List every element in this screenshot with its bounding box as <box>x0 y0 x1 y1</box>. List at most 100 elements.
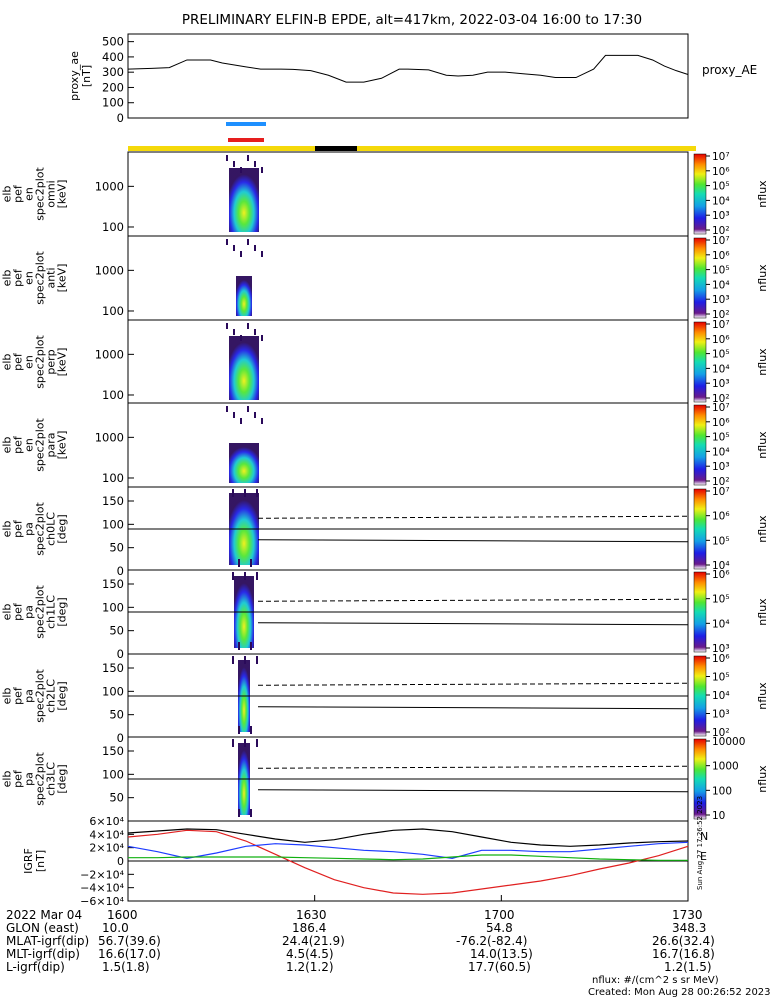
panel-ylabel-line: en <box>23 438 36 452</box>
colorbar-tick-label: 10⁷ <box>712 486 730 498</box>
colorbar-tick-label: 10³ <box>712 643 730 655</box>
footer-value: 17.7(60.5) <box>468 960 531 974</box>
sparse-pixel <box>247 406 249 412</box>
panel-ylabel-line: pa <box>23 605 36 619</box>
igrf-legend-n: N <box>700 830 708 843</box>
y-tick-label: 50 <box>109 541 124 555</box>
panel-ylabel-line: en <box>23 271 36 285</box>
sparse-pixel <box>256 656 258 664</box>
panel-frame <box>127 319 689 405</box>
spectrogram-blob <box>229 336 259 400</box>
colorbar-tick-label: 10⁷ <box>712 235 730 247</box>
footer-row-mlat: MLAT-igrf(dip) <box>6 934 89 948</box>
igrf-legend-e: E <box>700 850 707 863</box>
panel-ylabel-line: spec2plot <box>34 752 47 806</box>
panel-ylabel-line: pa <box>23 772 36 786</box>
footer-value: 56.7(39.6) <box>98 934 161 948</box>
igrf-tick-label: 2×10⁴ <box>89 842 124 855</box>
panel-ylabel-line: spec2plot <box>34 669 47 723</box>
sparse-pixel <box>244 656 246 664</box>
spectrogram-panels: 1001000elbpefenspec2plotomni[keV]10²10³1… <box>1 151 770 822</box>
sparse-pixel <box>261 251 263 257</box>
y-tick-label: 50 <box>109 708 124 722</box>
panel-ylabel-line: pef <box>12 435 25 454</box>
footer-value: 1730 <box>672 908 703 922</box>
colorbar-label: nflux <box>756 180 769 208</box>
panel-ylabel-line: pef <box>12 602 25 621</box>
panel-ylabel-line: elb <box>1 270 14 287</box>
panel-ylabel-line: elb <box>1 354 14 371</box>
sparse-pixel <box>233 329 235 335</box>
colorbar-label: nflux <box>756 431 769 459</box>
footer-label: MLAT-igrf(dip) <box>6 934 90 948</box>
colorbar-tick-label: 10⁶ <box>712 250 730 262</box>
panel-ylabel-line: spec2plot <box>34 335 47 389</box>
footer-value: 16.7(16.8) <box>652 947 715 961</box>
sparse-pixel <box>238 726 240 734</box>
footer-row-glon: GLON (east) <box>6 921 79 935</box>
spectrogram-blob <box>229 168 259 232</box>
panel-ylabel-line: en <box>23 355 36 369</box>
panel-ylabel-line: spec2plot <box>34 418 47 472</box>
colorbar-tick-label: 10⁶ <box>712 166 730 178</box>
colorbar-tick-label: 10⁴ <box>712 618 730 630</box>
y-tick-label: 50 <box>109 791 124 805</box>
colorbar-tick-label: 10³ <box>712 461 730 473</box>
panel-ylabel-line: elb <box>1 771 14 788</box>
sparse-pixel <box>232 489 234 497</box>
y-tick-label: 1000 <box>95 179 124 193</box>
panel-ylabel-line: ch2LC <box>45 679 58 713</box>
colorbar-tick-label: 10⁴ <box>712 279 730 291</box>
sparse-pixel <box>261 167 263 173</box>
sparse-pixel <box>256 572 258 580</box>
y-tick-label: 100 <box>102 517 124 531</box>
ae-series-label: proxy_AE <box>702 63 757 77</box>
colorbar-label: nflux <box>756 515 769 543</box>
sparse-pixel <box>238 559 240 567</box>
colorbar-label: nflux <box>756 682 769 710</box>
y-tick-label: 1000 <box>95 430 124 444</box>
igrf-tick-label: 4×10⁴ <box>89 828 124 841</box>
colorbar-tick-label: 10² <box>712 727 730 739</box>
colorbar-tick-label: 10⁶ <box>712 417 730 429</box>
sparse-pixel <box>244 489 246 497</box>
y-tick-label: 100 <box>102 767 124 781</box>
sparse-pixel <box>244 739 246 747</box>
colorbar-tick-label: 10000 <box>712 736 745 748</box>
colorbar-tick-label: 10⁵ <box>712 594 730 606</box>
colorbar-tick-label: 10⁵ <box>712 535 730 547</box>
ae-ylabel: proxy_ae[nT] <box>68 51 93 101</box>
y-tick-label: 150 <box>102 577 124 591</box>
units-note: nflux: #/(cm^2 s sr MeV) <box>592 975 719 986</box>
colorbar-tick-label: 10⁷ <box>712 151 730 163</box>
igrf-ylabel: IGRF <box>22 848 35 874</box>
sparse-pixel <box>238 642 240 650</box>
panel-ylabel-line: spec2plot <box>34 502 47 556</box>
sparse-pixel <box>233 412 235 418</box>
igrf-tick-label: −2×10⁴ <box>80 868 124 881</box>
sparse-pixel <box>261 418 263 424</box>
colorbar-label: nflux <box>756 264 769 292</box>
loss-cone-line <box>257 622 689 626</box>
footer-value: 26.6(32.4) <box>652 934 715 948</box>
sparse-pixel <box>254 161 256 167</box>
panel-frame <box>127 151 689 237</box>
footer-value: 1700 <box>484 908 515 922</box>
footer-row-mlt: MLT-igrf(dip) <box>6 947 80 961</box>
sparse-pixel <box>240 418 242 424</box>
colorbar <box>693 237 707 319</box>
colorbar-tick-label: 10² <box>712 309 730 321</box>
colorbar <box>693 738 707 820</box>
colorbar-tick-label: 1000 <box>712 761 739 773</box>
y-tick-label: 100 <box>102 220 124 234</box>
panel-ylabel-line: perp <box>45 349 58 374</box>
panel-ylabel-line: pef <box>12 686 25 705</box>
y-tick-label: 1000 <box>95 347 124 361</box>
colorbar-label: nflux <box>756 765 769 793</box>
panel-frame <box>127 235 689 321</box>
igrf-bx-line <box>127 841 689 859</box>
panel-ylabel-line: [keV] <box>56 348 69 377</box>
y-tick-label: 100 <box>102 388 124 402</box>
